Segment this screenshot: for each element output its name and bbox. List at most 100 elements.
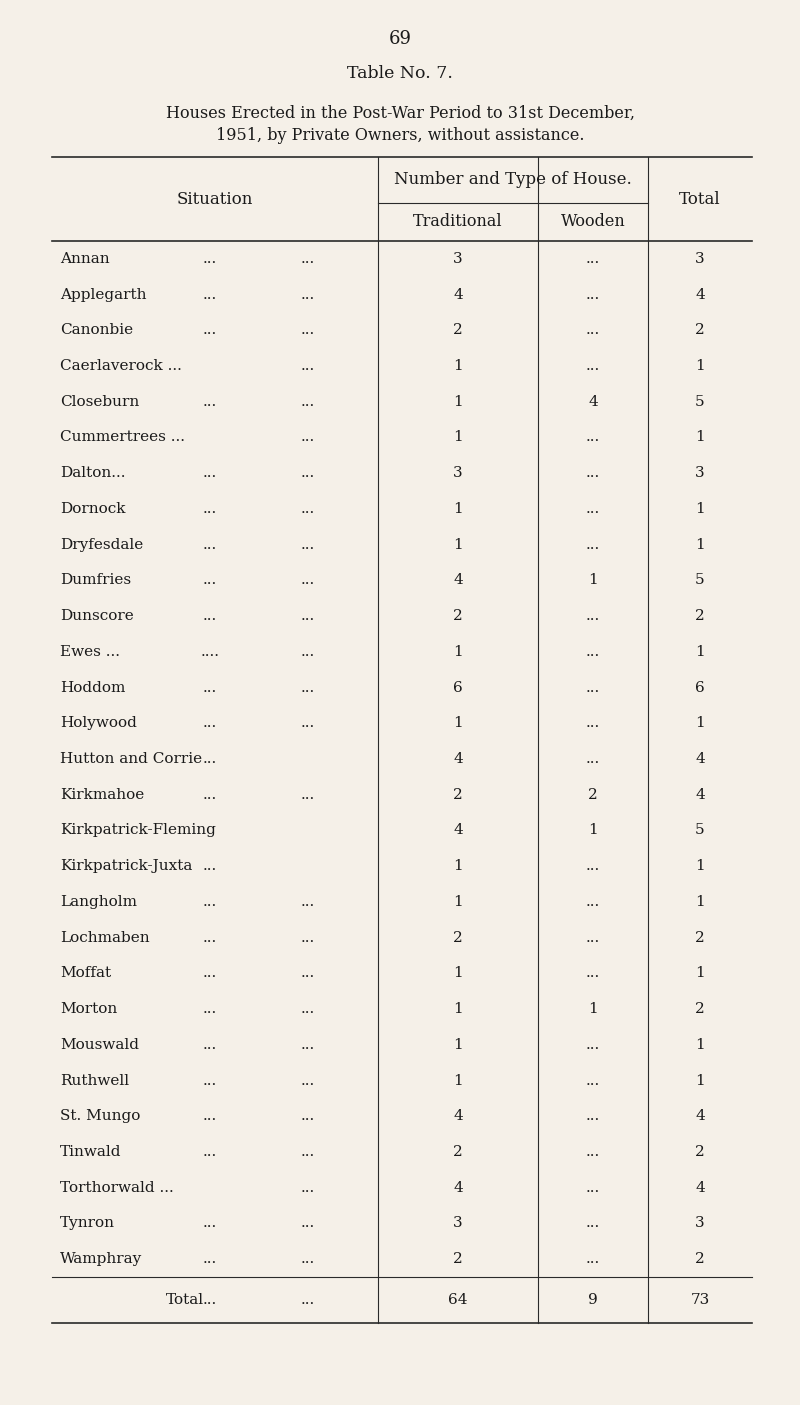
- Text: 4: 4: [695, 788, 705, 802]
- Text: 4: 4: [695, 1180, 705, 1194]
- Text: 1: 1: [695, 645, 705, 659]
- Text: ...: ...: [586, 930, 600, 944]
- Text: ...: ...: [586, 895, 600, 909]
- Text: ...: ...: [203, 395, 217, 409]
- Text: 1: 1: [453, 967, 463, 981]
- Text: 2: 2: [453, 1252, 463, 1266]
- Text: Ewes ...: Ewes ...: [60, 645, 120, 659]
- Text: 1: 1: [453, 717, 463, 731]
- Text: ...: ...: [203, 323, 217, 337]
- Text: ...: ...: [301, 680, 315, 694]
- Text: 9: 9: [588, 1293, 598, 1307]
- Text: ...: ...: [586, 1038, 600, 1052]
- Text: 2: 2: [695, 610, 705, 622]
- Text: Dumfries: Dumfries: [60, 573, 131, 587]
- Text: 1: 1: [695, 430, 705, 444]
- Text: 64: 64: [448, 1293, 468, 1307]
- Text: ...: ...: [203, 573, 217, 587]
- Text: ...: ...: [203, 717, 217, 731]
- Text: 3: 3: [453, 466, 463, 481]
- Text: ...: ...: [203, 788, 217, 802]
- Text: 5: 5: [695, 395, 705, 409]
- Text: 1: 1: [695, 360, 705, 374]
- Text: 4: 4: [453, 288, 463, 302]
- Text: Kirkmahoe: Kirkmahoe: [60, 788, 144, 802]
- Text: Closeburn: Closeburn: [60, 395, 139, 409]
- Text: ...: ...: [203, 251, 217, 266]
- Text: ...: ...: [203, 1109, 217, 1123]
- Text: ...: ...: [301, 573, 315, 587]
- Text: ...: ...: [203, 610, 217, 622]
- Text: Moffat: Moffat: [60, 967, 111, 981]
- Text: Situation: Situation: [177, 191, 253, 208]
- Text: 1: 1: [695, 717, 705, 731]
- Text: 1951, by Private Owners, without assistance.: 1951, by Private Owners, without assista…: [216, 126, 584, 143]
- Text: 1: 1: [695, 1073, 705, 1087]
- Text: Lochmaben: Lochmaben: [60, 930, 150, 944]
- Text: ...: ...: [203, 502, 217, 516]
- Text: Wooden: Wooden: [561, 214, 626, 230]
- Text: ...: ...: [301, 1293, 315, 1307]
- Text: ...: ...: [586, 360, 600, 374]
- Text: 6: 6: [453, 680, 463, 694]
- Text: 2: 2: [453, 323, 463, 337]
- Text: 73: 73: [690, 1293, 710, 1307]
- Text: ...: ...: [301, 788, 315, 802]
- Text: 6: 6: [695, 680, 705, 694]
- Text: 1: 1: [453, 430, 463, 444]
- Text: 2: 2: [695, 1145, 705, 1159]
- Text: Houses Erected in the Post-War Period to 31st December,: Houses Erected in the Post-War Period to…: [166, 105, 634, 122]
- Text: Applegarth: Applegarth: [60, 288, 146, 302]
- Text: 4: 4: [453, 823, 463, 837]
- Text: 5: 5: [695, 573, 705, 587]
- Text: ...: ...: [586, 967, 600, 981]
- Text: 1: 1: [453, 1073, 463, 1087]
- Text: Dornock: Dornock: [60, 502, 126, 516]
- Text: Total: Total: [679, 191, 721, 208]
- Text: ...: ...: [301, 717, 315, 731]
- Text: 5: 5: [695, 823, 705, 837]
- Text: ...: ...: [301, 1145, 315, 1159]
- Text: ...: ...: [586, 860, 600, 873]
- Text: ...: ...: [301, 967, 315, 981]
- Text: 2: 2: [695, 930, 705, 944]
- Text: ...: ...: [301, 360, 315, 374]
- Text: Kirkpatrick-Juxta: Kirkpatrick-Juxta: [60, 860, 192, 873]
- Text: 1: 1: [453, 502, 463, 516]
- Text: Caerlaverock ...: Caerlaverock ...: [60, 360, 182, 374]
- Text: ...: ...: [586, 1073, 600, 1087]
- Text: ...: ...: [301, 1109, 315, 1123]
- Text: ...: ...: [301, 1180, 315, 1194]
- Text: Hoddom: Hoddom: [60, 680, 126, 694]
- Text: 1: 1: [453, 645, 463, 659]
- Text: 1: 1: [453, 860, 463, 873]
- Text: ...: ...: [203, 1073, 217, 1087]
- Text: ...: ...: [586, 1217, 600, 1231]
- Text: 1: 1: [695, 967, 705, 981]
- Text: 4: 4: [695, 288, 705, 302]
- Text: 4: 4: [588, 395, 598, 409]
- Text: ...: ...: [586, 1180, 600, 1194]
- Text: ...: ...: [301, 323, 315, 337]
- Text: ...: ...: [586, 1252, 600, 1266]
- Text: 3: 3: [695, 251, 705, 266]
- Text: ...: ...: [301, 1217, 315, 1231]
- Text: ...: ...: [301, 1073, 315, 1087]
- Text: 1: 1: [453, 360, 463, 374]
- Text: 1: 1: [695, 1038, 705, 1052]
- Text: 2: 2: [453, 1145, 463, 1159]
- Text: ...: ...: [203, 1293, 217, 1307]
- Text: 2: 2: [453, 788, 463, 802]
- Text: 1: 1: [453, 1038, 463, 1052]
- Text: 2: 2: [695, 1252, 705, 1266]
- Text: 3: 3: [453, 251, 463, 266]
- Text: Torthorwald ...: Torthorwald ...: [60, 1180, 174, 1194]
- Text: ...: ...: [301, 466, 315, 481]
- Text: ...: ...: [586, 645, 600, 659]
- Text: ...: ...: [203, 1145, 217, 1159]
- Text: 1: 1: [453, 395, 463, 409]
- Text: 1: 1: [588, 823, 598, 837]
- Text: ....: ....: [201, 645, 219, 659]
- Text: 4: 4: [453, 573, 463, 587]
- Text: ...: ...: [586, 288, 600, 302]
